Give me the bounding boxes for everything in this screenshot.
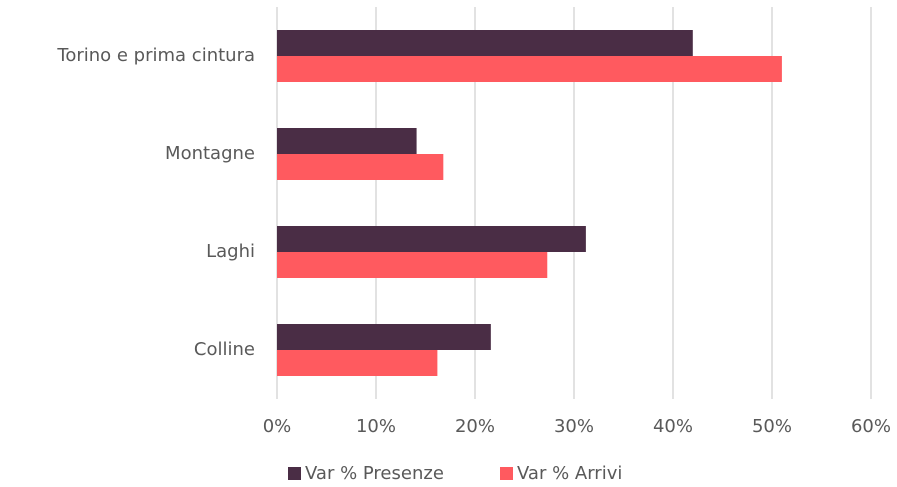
y-tick-label: Laghi	[206, 241, 255, 262]
bar	[277, 226, 586, 252]
bar	[277, 252, 548, 278]
x-tick-label: 30%	[554, 416, 594, 437]
bar	[277, 350, 438, 376]
bar	[277, 324, 491, 350]
x-tick-label: 10%	[356, 416, 396, 437]
legend-swatch	[288, 467, 301, 480]
bar	[277, 154, 444, 180]
legend-swatch	[500, 467, 513, 480]
x-tick-label: 60%	[851, 416, 891, 437]
legend-label: Var % Presenze	[305, 463, 444, 484]
bar	[277, 128, 417, 154]
bar	[277, 30, 693, 56]
y-tick-label: Torino e prima cintura	[56, 45, 255, 66]
y-tick-label: Colline	[194, 339, 255, 360]
x-tick-label: 40%	[653, 416, 693, 437]
bar	[277, 56, 782, 82]
x-tick-label: 0%	[263, 416, 292, 437]
legend-label: Var % Arrivi	[517, 463, 622, 484]
y-tick-label: Montagne	[165, 143, 255, 164]
x-tick-label: 50%	[752, 416, 792, 437]
x-tick-label: 20%	[455, 416, 495, 437]
